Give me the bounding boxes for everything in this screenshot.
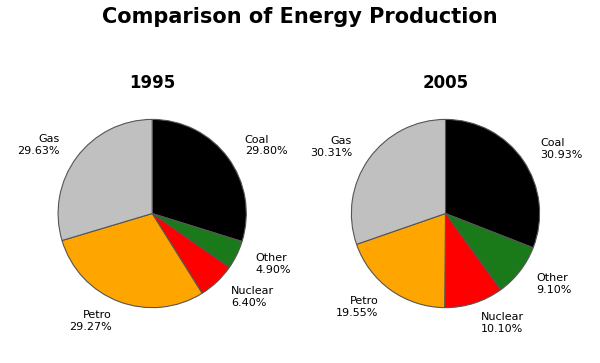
Wedge shape: [356, 213, 445, 307]
Text: Petro
29.27%: Petro 29.27%: [69, 310, 112, 332]
Wedge shape: [152, 119, 246, 241]
Text: Coal
29.80%: Coal 29.80%: [245, 135, 287, 156]
Title: 1995: 1995: [129, 74, 175, 91]
Text: Nuclear
6.40%: Nuclear 6.40%: [231, 286, 274, 307]
Wedge shape: [445, 119, 539, 248]
Wedge shape: [445, 213, 533, 290]
Title: 2005: 2005: [422, 74, 469, 91]
Wedge shape: [445, 213, 500, 307]
Wedge shape: [58, 119, 152, 241]
Text: Coal
30.93%: Coal 30.93%: [541, 138, 583, 160]
Text: Other
4.90%: Other 4.90%: [255, 253, 291, 275]
Text: Gas
29.63%: Gas 29.63%: [17, 134, 60, 156]
Text: Gas
30.31%: Gas 30.31%: [310, 136, 352, 158]
Wedge shape: [152, 213, 242, 268]
Wedge shape: [62, 213, 202, 307]
Text: Petro
19.55%: Petro 19.55%: [336, 296, 379, 318]
Text: Comparison of Energy Production: Comparison of Energy Production: [102, 7, 498, 27]
Text: Other
9.10%: Other 9.10%: [536, 273, 572, 295]
Wedge shape: [352, 119, 445, 244]
Wedge shape: [152, 213, 229, 293]
Text: Nuclear
10.10%: Nuclear 10.10%: [481, 312, 524, 334]
